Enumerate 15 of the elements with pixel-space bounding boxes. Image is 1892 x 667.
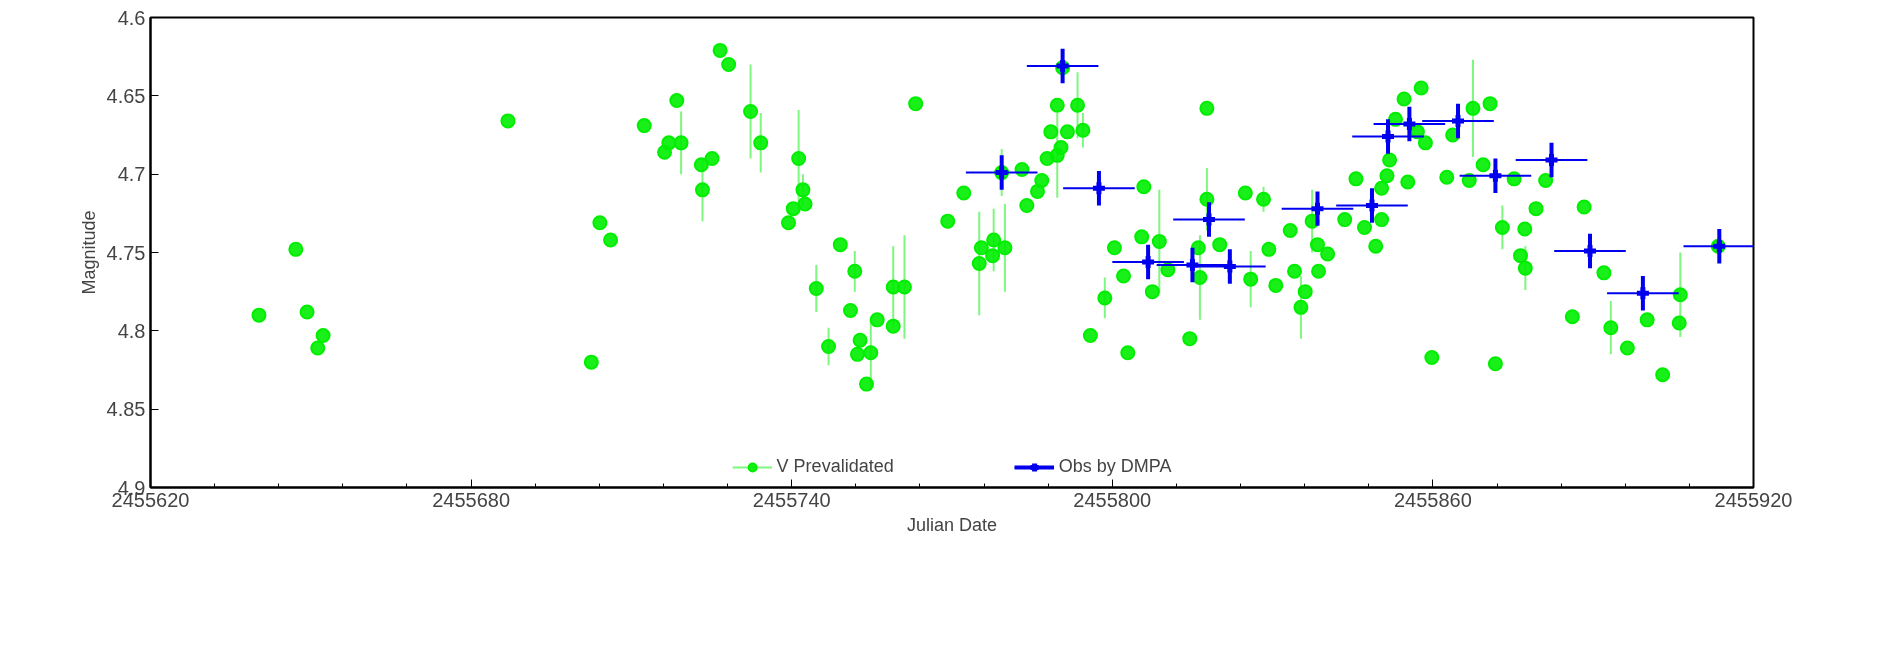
x-tick-label: 2455740 [752, 488, 831, 511]
legend-label: V Prevalidated [776, 456, 894, 477]
y-tick-label: 4.8 [117, 319, 146, 342]
x-axis-title: Julian Date [906, 514, 998, 535]
x-tick-label: 2455920 [1714, 488, 1793, 511]
legend-label: Obs by DMPA [1058, 456, 1172, 477]
x-tick-label: 2455800 [1073, 488, 1152, 511]
y-tick-label: 4.75 [106, 241, 146, 264]
y-tick-label: 4.65 [106, 84, 146, 107]
x-tick-label: 2455860 [1393, 488, 1472, 511]
y-tick-label: 4.6 [117, 6, 146, 29]
y-axis-title: Magnitude [78, 210, 99, 295]
y-tick-label: 4.7 [117, 163, 146, 186]
x-tick-label: 2455680 [432, 488, 511, 511]
y-tick-label: 4.85 [106, 398, 146, 421]
